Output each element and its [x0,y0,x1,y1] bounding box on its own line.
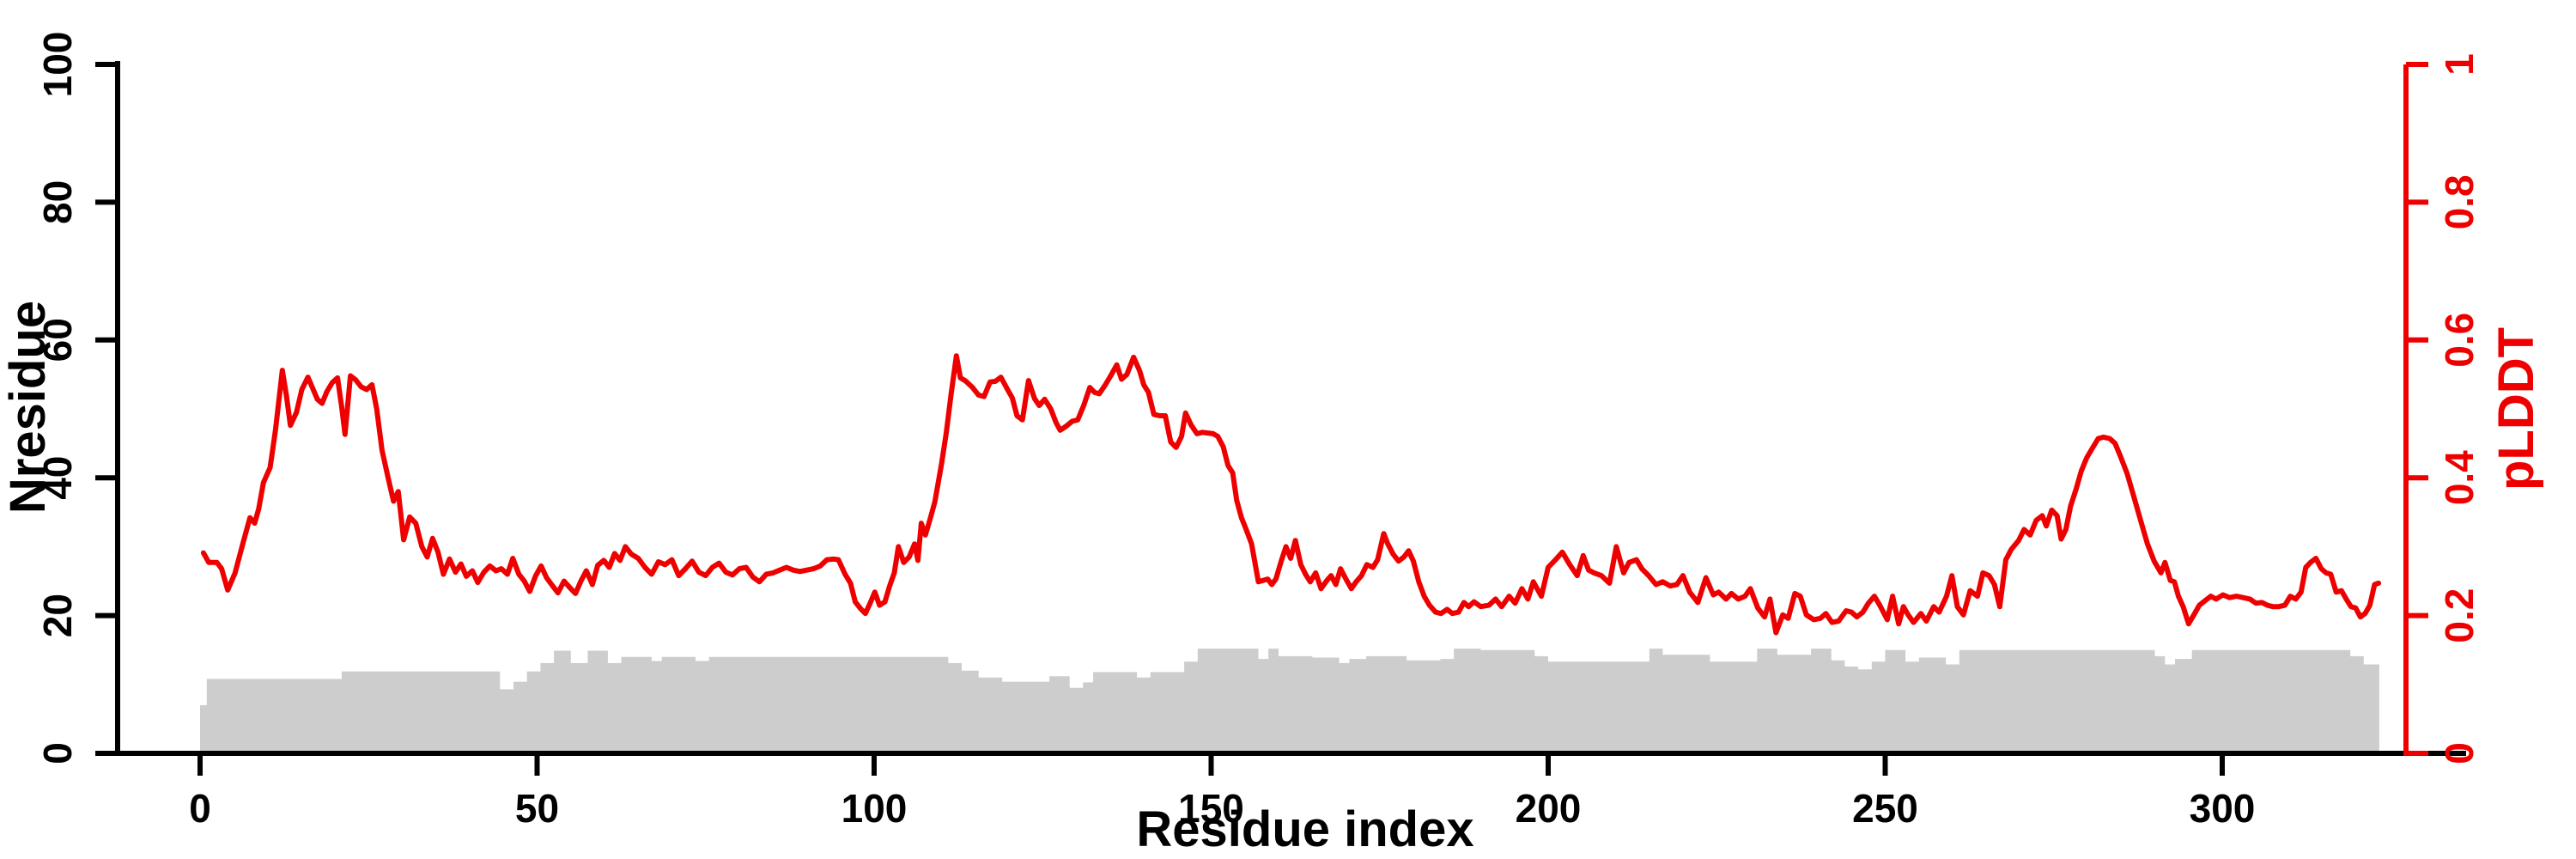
y-right-tick-label: 0.4 [2437,450,2482,505]
x-axis-title: Residue index [1136,801,1473,857]
x-tick-label: 100 [841,786,908,831]
plddt-line [200,353,2382,636]
right-axis-title: pLDDT [2488,327,2544,490]
y-left-tick-label: 0 [35,742,80,765]
x-tick-label: 300 [2190,786,2256,831]
nresidue-bars [200,649,2379,753]
x-tick-label: 250 [1852,786,1918,831]
y-left-tick-label: 40 [35,456,80,500]
y-right-tick-label: 1 [2437,53,2482,76]
y-left-tick-label: 20 [35,594,80,637]
y-right-tick-label: 0.8 [2437,174,2482,229]
axes [95,61,2466,776]
x-tick-label: 0 [189,786,211,831]
y-right-tick-label: 0.6 [2437,313,2482,368]
tick-labels: 0 50 100 150 200 250 300 0 20 40 60 80 100 0 0.2 0.4 0.6… [35,32,2482,832]
y-right-tick-label: 0 [2437,742,2482,765]
left-axis-title: Nresidue [0,301,56,514]
y-left-tick-label: 60 [35,318,80,362]
x-tick-label: 150 [1178,786,1244,831]
y-right-tick-label: 0.2 [2437,588,2482,643]
y-left-tick-label: 80 [35,180,80,224]
y-left-tick-label: 100 [35,32,80,98]
x-tick-label: 50 [515,786,559,831]
x-tick-label: 200 [1516,786,1582,831]
